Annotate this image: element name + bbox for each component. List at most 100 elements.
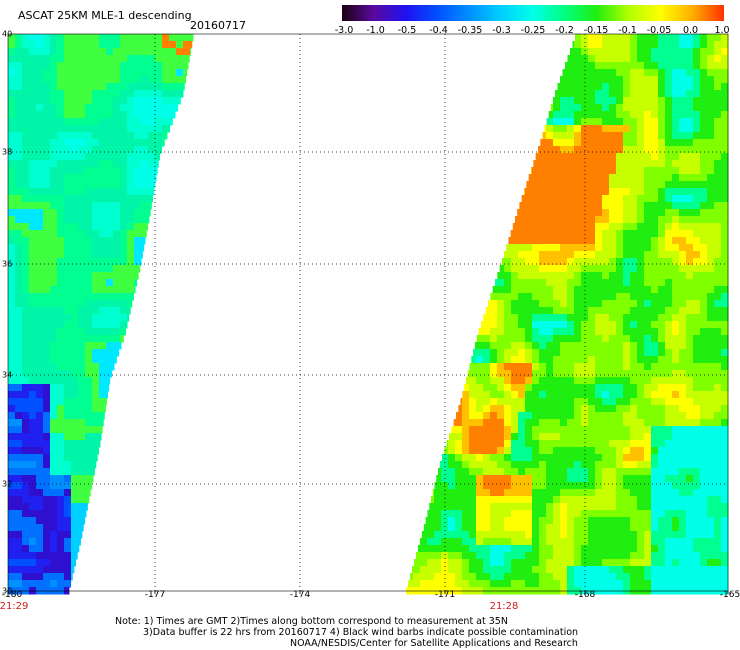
swath-cell	[581, 41, 589, 49]
swath-cell	[665, 97, 673, 105]
swath-cell	[532, 174, 540, 182]
swath-cell	[532, 545, 540, 553]
swath-cell	[15, 384, 23, 392]
swath-cell	[616, 573, 624, 581]
swath-cell	[616, 48, 624, 56]
swath-cell	[630, 258, 638, 266]
swath-cell	[57, 328, 65, 336]
swath-cell	[127, 55, 135, 63]
swath-cell	[679, 440, 687, 448]
swath-cell	[539, 258, 547, 266]
swath-cell	[525, 405, 533, 413]
swath-cell	[476, 405, 484, 413]
swath-cell	[15, 440, 23, 448]
swath-cell	[721, 580, 729, 588]
swath-cell	[148, 83, 156, 91]
swath-cell	[560, 244, 568, 252]
swath-cell	[707, 384, 715, 392]
swath-cell	[78, 482, 86, 490]
swath-cell	[57, 426, 65, 434]
swath-cell	[29, 160, 37, 168]
swath-cell	[644, 153, 652, 161]
swath-cell	[85, 461, 93, 469]
swath-cell	[36, 461, 44, 469]
swath-cell	[8, 244, 16, 252]
swath-cell	[595, 384, 603, 392]
swath-cell	[532, 363, 540, 371]
swath-cell	[469, 496, 477, 504]
swath-cell	[686, 447, 694, 455]
swath-cell	[672, 566, 680, 574]
swath-cell	[567, 510, 575, 518]
swath-cell	[560, 111, 568, 119]
swath-cell	[553, 433, 561, 441]
swath-cell	[714, 545, 722, 553]
swath-cell	[588, 174, 596, 182]
swath-cell	[504, 286, 512, 294]
swath-cell	[462, 475, 470, 483]
swath-cell	[616, 426, 624, 434]
swath-cell	[50, 475, 58, 483]
swath-cell	[672, 181, 680, 189]
swath-cell	[99, 34, 107, 42]
swath-cell	[595, 167, 603, 175]
swath-cell	[560, 440, 568, 448]
swath-cell	[637, 118, 645, 126]
swath-cell	[630, 314, 638, 322]
swath-cell	[700, 517, 708, 525]
swath-cell	[113, 146, 121, 154]
swath-cell	[581, 174, 589, 182]
swath-cell	[644, 398, 652, 406]
swath-cell	[553, 153, 561, 161]
swath-cell	[99, 433, 102, 441]
swath-cell	[693, 265, 701, 273]
swath-cell	[50, 237, 58, 245]
swath-cell	[609, 244, 617, 252]
swath-cell	[497, 510, 505, 518]
swath-cell	[36, 538, 44, 546]
swath-cell	[588, 349, 596, 357]
swath-cell	[15, 230, 23, 238]
swath-cell	[448, 538, 456, 546]
swath-cell	[490, 552, 498, 560]
swath-cell	[43, 489, 51, 497]
swath-cell	[588, 510, 596, 518]
swath-cell	[497, 321, 505, 329]
swath-cell	[616, 258, 624, 266]
swath-cell	[665, 223, 673, 231]
swath-cell	[525, 300, 533, 308]
swath-cell	[148, 209, 151, 217]
swath-cell	[602, 174, 610, 182]
swath-cell	[707, 580, 715, 588]
swath-cell	[490, 482, 498, 490]
swath-cell	[651, 398, 659, 406]
swath-cell	[553, 475, 561, 483]
swath-cell	[658, 545, 666, 553]
swath-cell	[658, 202, 666, 210]
swath-cell	[560, 167, 568, 175]
swath-cell	[120, 48, 128, 56]
swath-cell	[511, 398, 519, 406]
swath-cell	[581, 209, 589, 217]
swath-cell	[623, 34, 631, 42]
swath-cell	[602, 125, 610, 133]
swath-cell	[574, 426, 582, 434]
swath-cell	[665, 370, 673, 378]
swath-cell	[616, 447, 624, 455]
swath-cell	[36, 314, 44, 322]
swath-cell	[448, 566, 456, 574]
swath-cell	[609, 559, 617, 567]
swath-cell	[504, 531, 512, 539]
swath-cell	[92, 384, 100, 392]
swath-cell	[644, 209, 652, 217]
swath-cell	[162, 55, 170, 63]
swath-cell	[71, 237, 79, 245]
swath-cell	[29, 545, 37, 553]
swath-cell	[183, 83, 185, 91]
swath-cell	[679, 34, 687, 42]
swath-cell	[546, 538, 554, 546]
swath-cell	[525, 398, 533, 406]
swath-cell	[665, 307, 673, 315]
swath-cell	[623, 496, 631, 504]
swath-cell	[462, 412, 470, 420]
